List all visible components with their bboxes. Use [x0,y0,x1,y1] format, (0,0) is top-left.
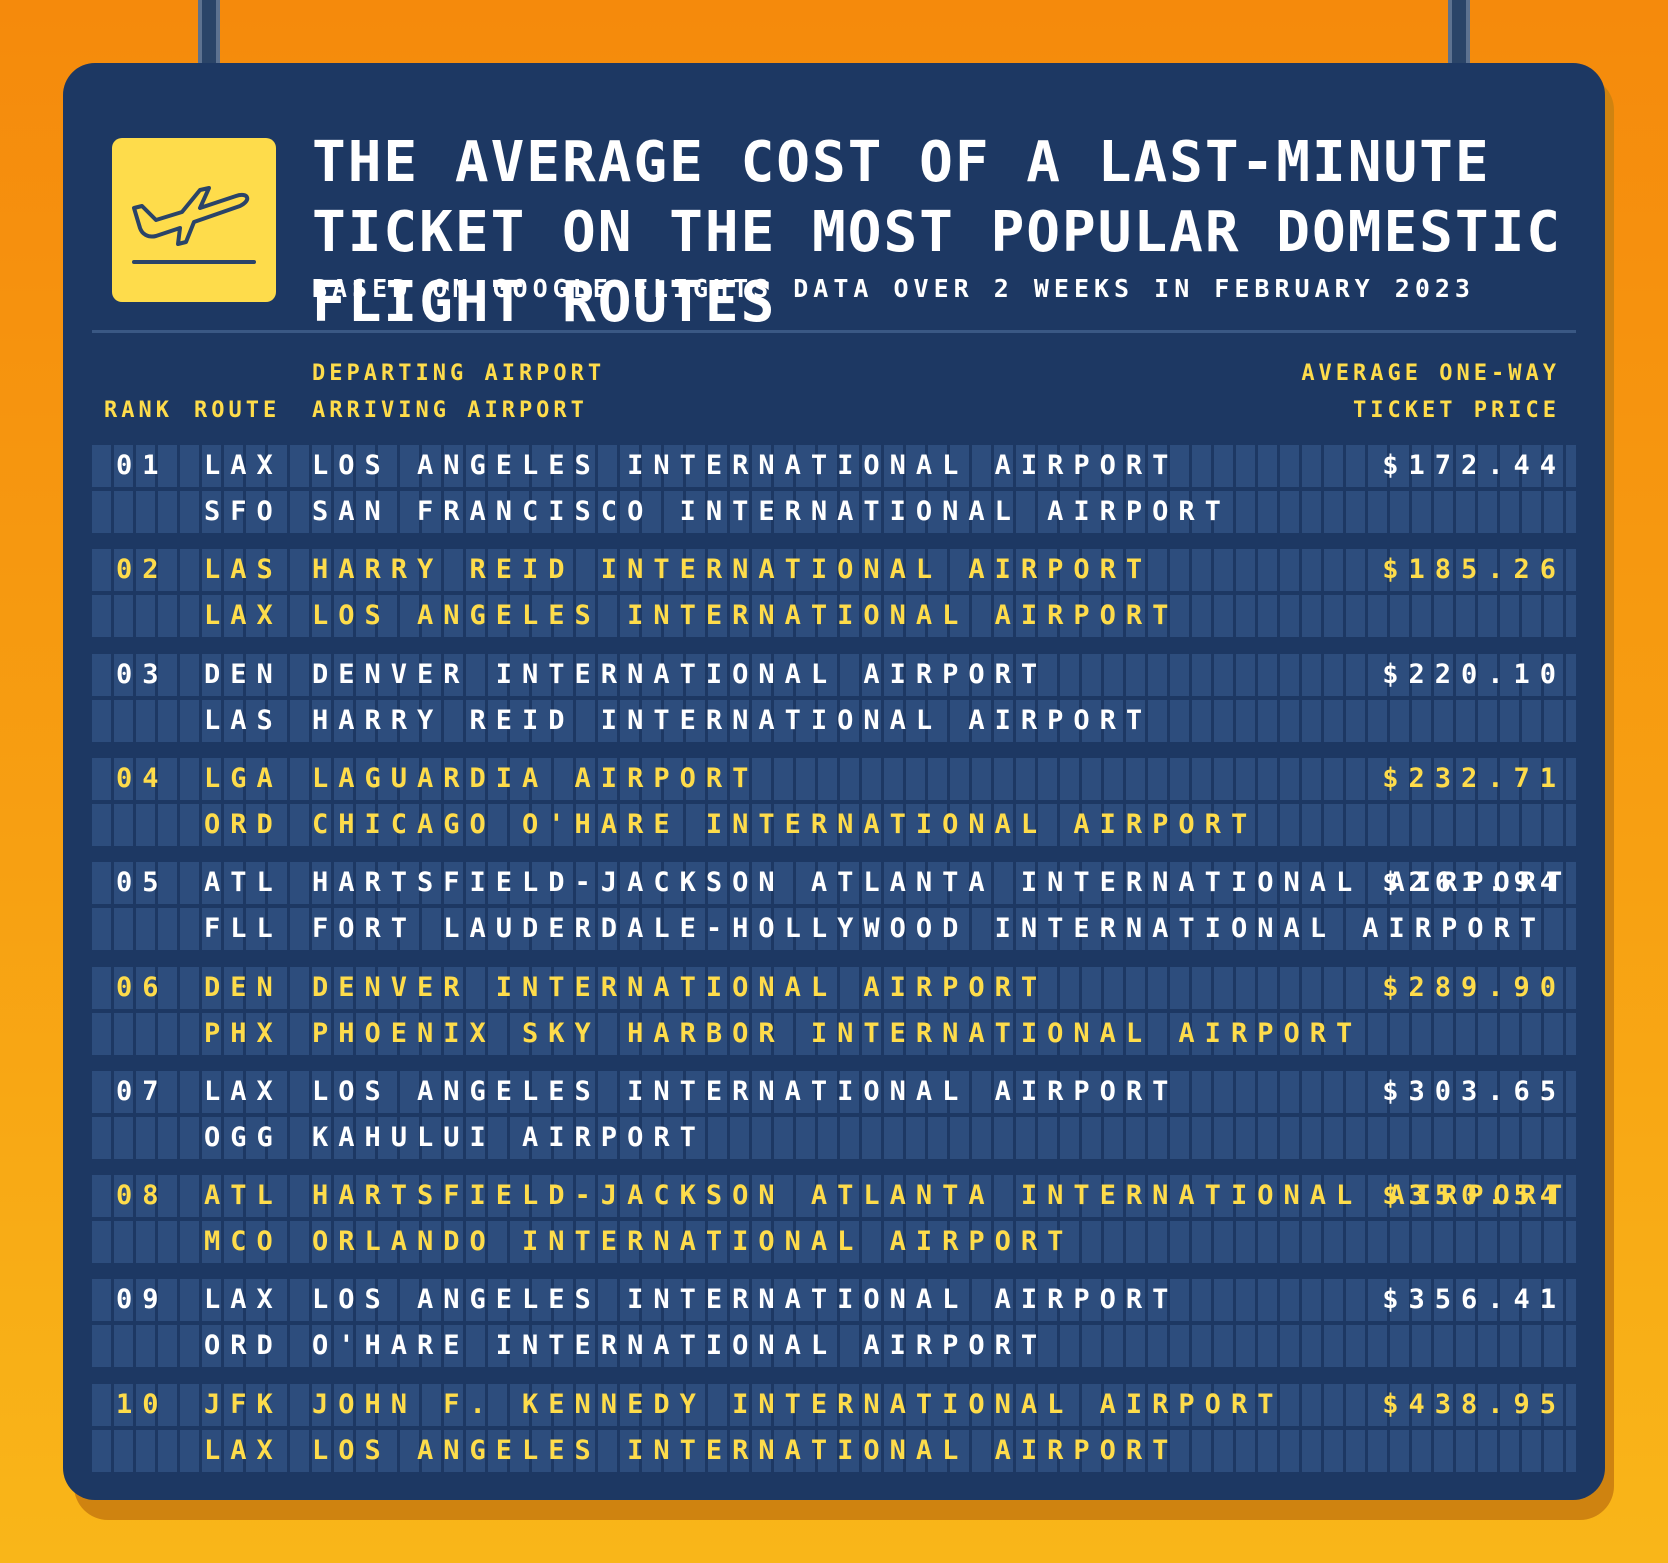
board-cells [92,1071,1576,1159]
airplane-takeoff-icon [132,186,256,264]
departing-airport: LOS ANGELES INTERNATIONAL AIRPORT [312,1284,1179,1315]
arriving-airport: ORLANDO INTERNATIONAL AIRPORT [312,1226,1074,1257]
table-row: 08 ATL MCO HARTSFIELD-JACKSON ATLANTA INTER… [92,1175,1576,1263]
ticket-price: $232.71 [1382,763,1566,794]
board-cells [92,654,1576,742]
departing-code: DEN [204,659,283,690]
arriving-airport: SAN FRANCISCO INTERNATIONAL AIRPORT [312,496,1231,527]
table-row: 04 LGA ORD LAGUARDIA AIRPORT CHICAGO O'HARE … [92,758,1576,846]
rank: 05 [116,867,169,898]
rank: 03 [116,659,169,690]
table-row: 10 JFK LAX JOHN F. KENNEDY INTERNATIONAL AI… [92,1384,1576,1472]
rank: 07 [116,1076,169,1107]
page-subtitle: BASED ON GOOGLE FLIGHTS DATA OVER 2 WEEK… [312,274,1475,303]
board-cells [92,1175,1576,1263]
arriving-code: LAX [204,600,283,631]
rank: 02 [116,554,169,585]
ticket-price: $185.26 [1382,554,1566,585]
arriving-airport: KAHULUI AIRPORT [312,1122,706,1153]
ticket-price: $350.54 [1382,1180,1566,1211]
arriving-airport: CHICAGO O'HARE INTERNATIONAL AIRPORT [312,809,1258,840]
ticket-price: $356.41 [1382,1284,1566,1315]
departing-code: DEN [204,972,283,1003]
board-cells [92,967,1576,1055]
page-title: THE AVERAGE COST OF A LAST-MINUTE TICKET… [312,130,1563,335]
departing-airport: JOHN F. KENNEDY INTERNATIONAL AIRPORT [312,1389,1284,1420]
arriving-airport: LOS ANGELES INTERNATIONAL AIRPORT [312,1435,1179,1466]
column-header-price-line2: TICKET PRICE [1353,398,1560,423]
departing-airport: LOS ANGELES INTERNATIONAL AIRPORT [312,1076,1179,1107]
table-row: 07 LAX OGG LOS ANGELES INTERNATIONAL AIRPOR… [92,1071,1576,1159]
table-row: 03 DEN LAS DENVER INTERNATIONAL AIRPORT HARR… [92,654,1576,742]
table-row: 09 LAX ORD LOS ANGELES INTERNATIONAL AIRPOR… [92,1279,1576,1367]
column-header-price-line1: AVERAGE ONE-WAY [1301,361,1560,386]
rank: 06 [116,972,169,1003]
ticket-price: $172.44 [1382,450,1566,481]
table-row: 05 ATL FLL HARTSFIELD-JACKSON ATLANTA INTER… [92,862,1576,950]
board-cells [92,549,1576,637]
rank: 09 [116,1284,169,1315]
arriving-code: ORD [204,1330,283,1361]
ticket-price: $289.90 [1382,972,1566,1003]
table-row: 01 LAX SFO LOS ANGELES INTERNATIONAL AIRPOR… [92,445,1576,533]
arriving-airport: HARRY REID INTERNATIONAL AIRPORT [312,705,1153,736]
arriving-code: MCO [204,1226,283,1257]
rank: 08 [116,1180,169,1211]
ticket-price: $303.65 [1382,1076,1566,1107]
column-header-arriving: ARRIVING AIRPORT [312,398,588,423]
divider [92,330,1576,333]
departing-airport: HARTSFIELD-JACKSON ATLANTA INTERNATIONAL… [312,867,1573,898]
arriving-airport: FORT LAUDERDALE-HOLLYWOOD INTERNATIONAL … [312,913,1547,944]
departing-airport: LOS ANGELES INTERNATIONAL AIRPORT [312,450,1179,481]
arriving-code: FLL [204,913,283,944]
ticket-price: $261.94 [1382,867,1566,898]
board-cells [92,445,1576,533]
board-hanger-left [198,0,220,70]
arriving-code: OGG [204,1122,283,1153]
logo [112,138,276,302]
arriving-code: ORD [204,809,283,840]
ticket-price: $438.95 [1382,1389,1566,1420]
table-row: 06 DEN PHX DENVER INTERNATIONAL AIRPORT PHOE… [92,967,1576,1055]
departing-code: LAX [204,1284,283,1315]
column-header-rank: RANK [104,398,173,423]
arriving-airport: O'HARE INTERNATIONAL AIRPORT [312,1330,1048,1361]
departing-airport: DENVER INTERNATIONAL AIRPORT [312,972,1048,1003]
departing-code: ATL [204,1180,283,1211]
rank: 10 [116,1389,169,1420]
departing-code: LAX [204,1076,283,1107]
board-hanger-right [1448,0,1470,70]
board-cells [92,758,1576,846]
departing-airport: LAGUARDIA AIRPORT [312,763,759,794]
departing-code: LAX [204,450,283,481]
arriving-airport: PHOENIX SKY HARBOR INTERNATIONAL AIRPORT [312,1018,1363,1049]
arriving-code: LAX [204,1435,283,1466]
departing-airport: HARTSFIELD-JACKSON ATLANTA INTERNATIONAL… [312,1180,1573,1211]
ticket-price: $220.10 [1382,659,1566,690]
table-row: 02 LAS LAX HARRY REID INTERNATIONAL AIRPORT… [92,549,1576,637]
rank: 04 [116,763,169,794]
departing-code: ATL [204,867,283,898]
column-header-route: ROUTE [194,398,281,423]
arriving-code: LAS [204,705,283,736]
board-cells [92,862,1576,950]
column-header-departing: DEPARTING AIRPORT [312,361,606,386]
departing-code: JFK [204,1389,283,1420]
departing-airport: DENVER INTERNATIONAL AIRPORT [312,659,1048,690]
departing-code: LAS [204,554,283,585]
rank: 01 [116,450,169,481]
departing-airport: HARRY REID INTERNATIONAL AIRPORT [312,554,1153,585]
arriving-code: SFO [204,496,283,527]
arriving-airport: LOS ANGELES INTERNATIONAL AIRPORT [312,600,1179,631]
board-cells [92,1384,1576,1472]
arriving-code: PHX [204,1018,283,1049]
board-cells [92,1279,1576,1367]
departing-code: LGA [204,763,283,794]
